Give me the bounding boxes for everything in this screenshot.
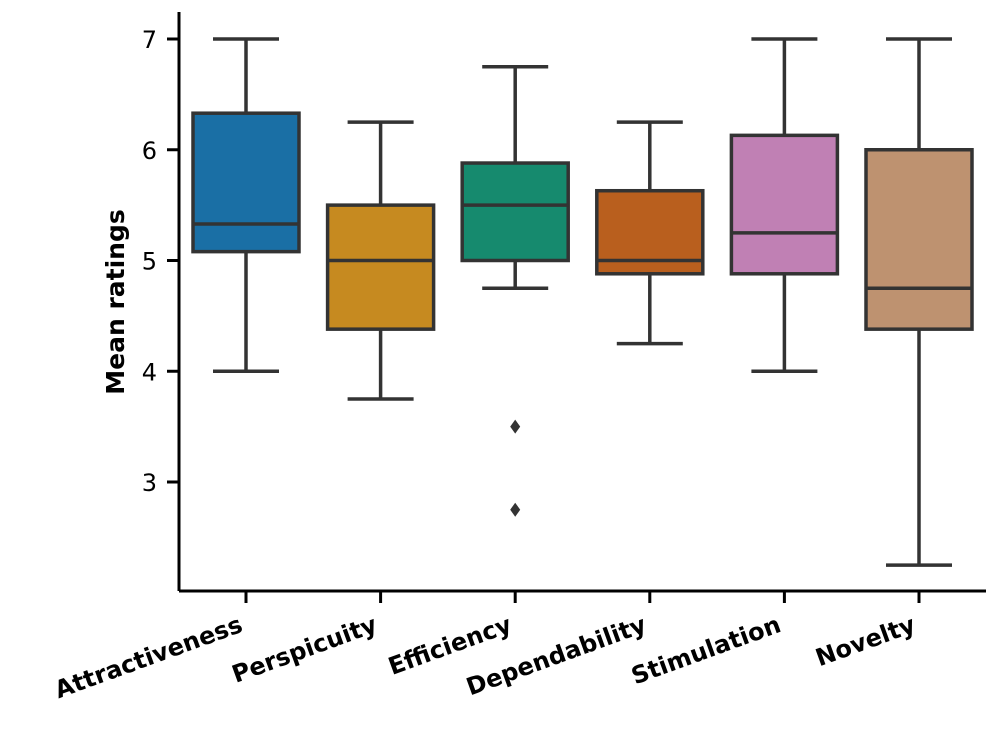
- y-tick-label: 5: [142, 248, 157, 276]
- box-efficiency: Efficiency: [385, 64, 570, 681]
- outlier-point: [510, 419, 521, 434]
- y-axis-title: Mean ratings: [101, 209, 130, 395]
- y-tick-label: 4: [142, 358, 157, 386]
- iqr-box: [729, 133, 840, 276]
- x-tick-label: Perspicuity: [228, 610, 381, 688]
- iqr-box: [460, 161, 570, 263]
- y-tick-label: 7: [142, 26, 157, 54]
- x-tick-label: Novelty: [812, 610, 919, 672]
- y-tick-label: 6: [142, 137, 157, 165]
- x-tick-label: Attractiveness: [51, 610, 246, 704]
- outlier-point: [510, 502, 521, 517]
- iqr-box: [191, 111, 301, 254]
- box-stimulation: Stimulation: [628, 37, 840, 690]
- x-tick-label: Stimulation: [628, 610, 785, 690]
- iqr-box: [864, 148, 974, 331]
- iqr-box: [325, 203, 436, 331]
- y-tick-label: 3: [142, 469, 157, 497]
